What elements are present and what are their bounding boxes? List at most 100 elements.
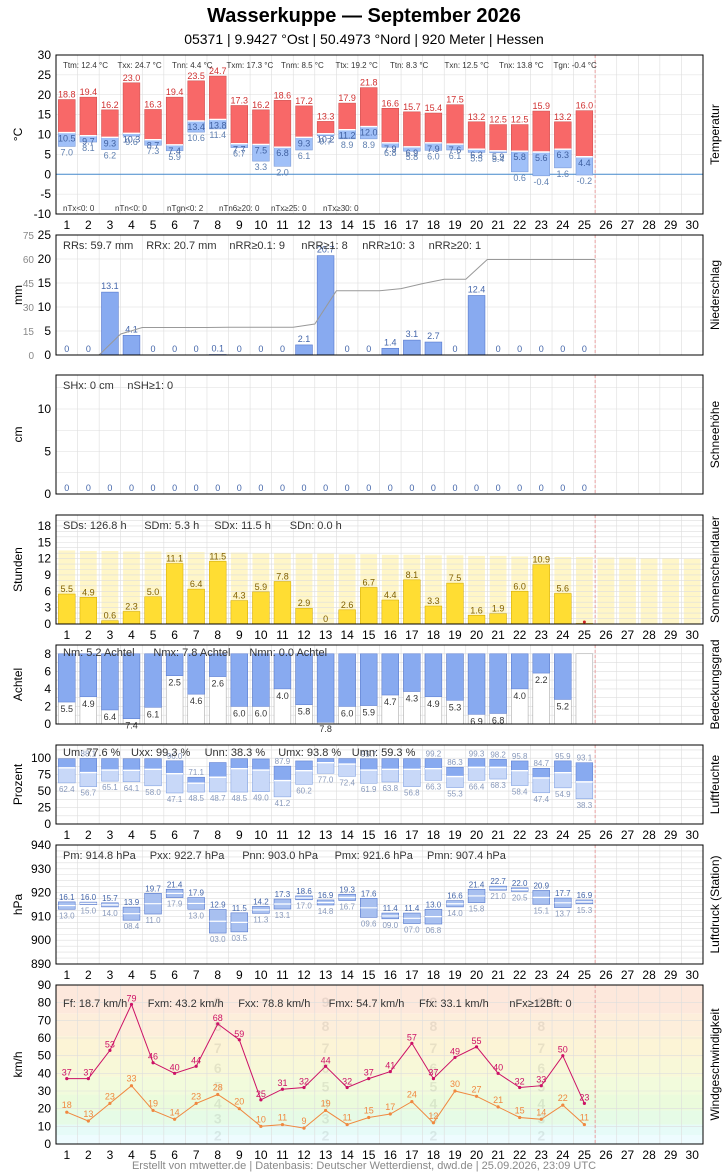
snow-label: 0 [409, 483, 414, 493]
wind-mean-point [388, 1112, 392, 1116]
temp-mean-label: 6.8 [276, 148, 289, 158]
wind-gust-label: 37 [83, 1068, 93, 1078]
sun-label: 0.6 [104, 611, 117, 621]
sun-label: 7.8 [276, 571, 289, 581]
pressure-min-label: 03.0 [210, 935, 226, 944]
pressure-xtick: 7 [193, 968, 200, 982]
sun-bar [489, 613, 507, 625]
sun-bar [532, 564, 550, 625]
wind-mean-label: 21 [493, 1095, 503, 1105]
temp-stat: Tgn: -0.4 °C [554, 61, 597, 70]
cloud-bar [360, 653, 378, 706]
precip-label: 0 [345, 344, 350, 354]
temp-max-bar [360, 87, 378, 127]
temp-max-label: 18.8 [58, 90, 76, 100]
wind-mean-point [518, 1115, 522, 1120]
humidity-upper-bar [424, 758, 443, 769]
humidity-lower-bar [554, 772, 572, 789]
sun-xtick: 1 [63, 628, 70, 642]
sun-xtick: 18 [427, 628, 441, 642]
temp-max-label: 16.3 [144, 99, 162, 109]
temp-min-label: 11.4 [209, 130, 226, 140]
cloud-label: 7.8 [319, 724, 332, 734]
sun-ytick: 3 [44, 601, 51, 615]
cloud-stat: Nm: 5.2 Achtel [63, 647, 135, 659]
sun-possible-bar [597, 557, 615, 624]
temp-min-label: -0.2 [577, 176, 593, 186]
pressure-xtick: 18 [427, 968, 441, 982]
sun-ytick: 18 [38, 519, 52, 533]
precip-ytick: 5 [44, 324, 51, 338]
cloud-bar [79, 653, 98, 698]
snow-label: 0 [345, 483, 350, 493]
wind-mean-label: 14 [536, 1107, 546, 1117]
wind-xtick: 28 [642, 1148, 656, 1162]
precip-ytick: 0 [44, 348, 51, 362]
temp-xtick: 15 [362, 218, 376, 232]
station-info: 05371 | 9.9427 °Ost | 50.4973 °Nord | 92… [184, 31, 544, 47]
pressure-max-label: 17.3 [275, 890, 291, 899]
sun-stat: SDx: 11.5 h [214, 520, 271, 532]
cloud-label: 5.9 [362, 708, 375, 718]
temp-min-label: 8.9 [362, 140, 375, 150]
pressure-max-label: 13.0 [426, 900, 442, 909]
precip-label: 13.1 [101, 281, 119, 291]
humidity-min-label: 60.2 [296, 786, 312, 795]
pressure-ytick: 890 [31, 957, 51, 971]
temp-max-label: 23.0 [123, 73, 141, 83]
wind-xtick: 8 [214, 1148, 221, 1162]
sun-possible-bar [295, 553, 313, 624]
wind-frame [55, 984, 704, 1145]
humidity-min-label: 72.4 [339, 778, 355, 787]
wind-stat: Fmx: 54.7 km/h [329, 998, 405, 1010]
sun-xtick: 25 [578, 628, 592, 642]
cloud-bar [165, 653, 184, 676]
precip-label: 12.4 [468, 284, 486, 294]
snow-label: 0 [280, 483, 285, 493]
wind-stat: Ffx: 33.1 km/h [419, 998, 489, 1010]
pressure-xtick: 10 [254, 968, 268, 982]
wind-gust-point [345, 1085, 349, 1090]
cloud-label: 5.8 [298, 707, 311, 717]
humidity-xtick: 10 [254, 828, 268, 842]
pressure-max-label: 19.7 [145, 884, 161, 893]
wind-xtick: 18 [427, 1148, 441, 1162]
cloud-ytick: 6 [44, 664, 51, 678]
wind-xtick: 12 [297, 1148, 311, 1162]
temp-count-stat: nTn<0: 0 [115, 204, 147, 213]
precip-label: 2.1 [298, 334, 311, 344]
pressure-max-label: 16.0 [81, 893, 97, 902]
wind-ylabel: km/h [11, 1051, 25, 1077]
temp-mean-label: 10.3 [123, 134, 141, 144]
precip-ytick: 15 [38, 276, 52, 290]
sun-label: 1.6 [470, 605, 483, 615]
temp-max-bar [446, 104, 464, 145]
pressure-stat: Pnn: 903.0 hPa [242, 850, 319, 862]
humidity-min-label: 61.9 [361, 785, 377, 794]
temp-min-label: 6.1 [449, 151, 462, 161]
wind-gust-point [65, 1077, 69, 1081]
temp-mean-label: 9.7 [82, 137, 95, 147]
sun-bar [554, 593, 572, 625]
wind-xtick: 14 [340, 1148, 354, 1162]
pressure-title: Luftdruck (Station) [708, 855, 722, 953]
cloud-label: 4.3 [406, 694, 419, 704]
temp-ytick: 10 [38, 128, 52, 142]
sun-xtick: 12 [297, 628, 311, 642]
temp-mean-label: 7.4 [168, 146, 181, 156]
precip-title: Niederschlag [708, 260, 722, 330]
pressure-xtick: 14 [340, 968, 354, 982]
pressure-min-label: 21.0 [490, 892, 506, 901]
pressure-xtick: 13 [319, 968, 333, 982]
temp-max-label: 12.5 [511, 115, 529, 125]
pressure-max-label: 16.9 [577, 891, 593, 900]
humidity-upper-bar [338, 758, 356, 765]
temp-min-label: 0.6 [513, 173, 526, 183]
humidity-lower-bar [58, 767, 76, 784]
wind-stat: nFx≥12Bft: 0 [509, 998, 571, 1010]
humidity-min-label: 54.9 [555, 790, 571, 799]
temp-xtick: 30 [686, 218, 700, 232]
temp-max-label: 19.4 [80, 87, 98, 97]
pressure-max-label: 11.4 [404, 904, 420, 913]
sun-ytick: 0 [44, 617, 51, 631]
